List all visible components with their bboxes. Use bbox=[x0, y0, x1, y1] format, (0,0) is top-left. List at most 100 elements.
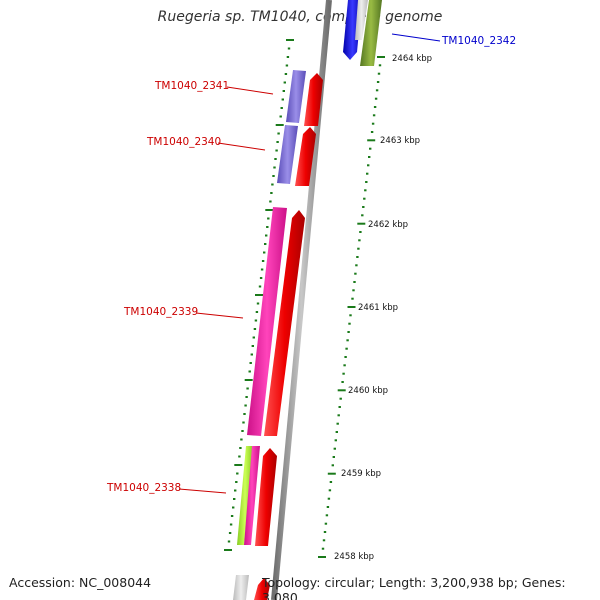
minor-tick bbox=[323, 531, 327, 533]
minor-tick bbox=[238, 455, 241, 458]
minor-tick bbox=[234, 489, 237, 492]
minor-tick bbox=[339, 397, 342, 400]
minor-tick bbox=[279, 115, 282, 118]
minor-tick bbox=[255, 311, 259, 313]
scale-label-2458: 2458 kbp bbox=[334, 552, 374, 562]
label-tm1040-2341[interactable]: TM1040_2341 bbox=[154, 80, 229, 92]
minor-tick bbox=[362, 206, 365, 208]
minor-tick bbox=[244, 404, 247, 407]
minor-tick bbox=[328, 489, 332, 492]
minor-tick bbox=[274, 158, 277, 160]
minor-tick bbox=[250, 353, 253, 356]
minor-tick bbox=[324, 522, 328, 525]
major-tick bbox=[347, 306, 356, 308]
minor-tick bbox=[329, 481, 333, 483]
label-tm1040-2340[interactable]: TM1040_2340 bbox=[146, 136, 221, 148]
minor-tick bbox=[366, 172, 369, 175]
minor-tick bbox=[267, 217, 270, 220]
minor-tick bbox=[281, 98, 284, 101]
minor-tick bbox=[258, 285, 262, 288]
gene-tm1040-2338-lime-block[interactable] bbox=[237, 446, 253, 545]
gene-tm1040-2338-arrow[interactable] bbox=[255, 448, 277, 546]
minor-tick bbox=[264, 243, 267, 245]
minor-tick bbox=[242, 421, 245, 424]
major-tick bbox=[327, 472, 336, 475]
minor-tick bbox=[361, 214, 364, 217]
minor-tick bbox=[280, 107, 283, 109]
minor-tick bbox=[241, 430, 244, 432]
minor-tick bbox=[347, 331, 350, 333]
gene-tm1040-2341-block[interactable] bbox=[286, 70, 306, 123]
minor-tick bbox=[342, 372, 345, 375]
major-tick bbox=[224, 549, 232, 551]
minor-tick bbox=[334, 439, 337, 442]
minor-tick bbox=[365, 181, 368, 183]
minor-tick bbox=[322, 539, 326, 542]
outer-tick-marks bbox=[318, 56, 385, 558]
major-tick bbox=[337, 389, 346, 392]
minor-tick bbox=[375, 89, 379, 92]
minor-tick bbox=[346, 339, 349, 342]
minor-tick bbox=[248, 370, 251, 373]
minor-tick bbox=[343, 364, 346, 367]
minor-tick bbox=[336, 422, 339, 425]
minor-tick bbox=[270, 192, 273, 194]
gene-tm1040-2341-arrow[interactable] bbox=[304, 73, 323, 126]
minor-tick bbox=[338, 406, 341, 408]
minor-tick bbox=[333, 447, 336, 450]
minor-tick bbox=[271, 183, 274, 186]
label-tm1040-2342[interactable]: TM1040_2342 bbox=[441, 35, 516, 47]
gene-tm1040-2339-arrow[interactable] bbox=[264, 210, 305, 436]
minor-tick bbox=[374, 97, 378, 100]
minor-tick bbox=[359, 231, 362, 233]
minor-tick bbox=[266, 226, 269, 228]
gene-tm1040-2340-block[interactable] bbox=[277, 125, 298, 184]
minor-tick bbox=[261, 260, 265, 262]
minor-tick bbox=[236, 472, 239, 475]
minor-tick bbox=[235, 481, 238, 483]
gene-top-olive-block[interactable] bbox=[360, 0, 382, 66]
minor-tick bbox=[282, 90, 285, 92]
minor-tick bbox=[371, 122, 375, 125]
gene-tm1040-2340-arrow[interactable] bbox=[295, 127, 316, 186]
minor-tick bbox=[349, 314, 352, 317]
minor-tick bbox=[354, 272, 357, 275]
minor-tick bbox=[251, 345, 254, 347]
inner-tick-marks bbox=[224, 39, 294, 551]
minor-tick bbox=[357, 247, 360, 250]
minor-tick bbox=[285, 64, 289, 67]
minor-tick bbox=[253, 328, 257, 330]
gene-tm1040-2339-block[interactable] bbox=[247, 207, 287, 436]
label-tm1040-2338[interactable]: TM1040_2338 bbox=[106, 482, 181, 494]
minor-tick bbox=[368, 156, 371, 158]
minor-tick bbox=[337, 414, 340, 417]
minor-tick bbox=[351, 297, 354, 300]
gene-tm1040-2338-pink-block[interactable] bbox=[244, 446, 260, 545]
scale-label-2459: 2459 kbp bbox=[341, 469, 381, 479]
major-tick bbox=[275, 124, 284, 126]
gene-top-gray-block bbox=[355, 0, 368, 40]
major-tick bbox=[318, 556, 326, 558]
scale-label-2464: 2464 kbp bbox=[392, 54, 432, 64]
minor-tick bbox=[273, 166, 276, 169]
tm1040-2338-leader-line bbox=[178, 488, 227, 494]
gene-bottom-arrow bbox=[254, 578, 270, 600]
minor-tick bbox=[353, 281, 356, 283]
minor-tick bbox=[276, 141, 279, 143]
minor-tick bbox=[345, 347, 348, 350]
topology-text: Topology: circular; Length: 3,200,938 bp… bbox=[262, 575, 566, 600]
minor-tick bbox=[378, 64, 382, 67]
tm1040-2339-leader-line bbox=[195, 312, 244, 319]
minor-tick bbox=[239, 447, 242, 449]
minor-tick bbox=[246, 387, 249, 390]
minor-tick bbox=[376, 81, 380, 83]
tm1040-2342-leader-line bbox=[391, 33, 441, 42]
minor-tick bbox=[252, 336, 255, 339]
tm1040-2340-leader-line bbox=[217, 142, 266, 151]
minor-tick bbox=[331, 464, 334, 467]
minor-tick bbox=[256, 302, 260, 305]
minor-tick bbox=[249, 362, 252, 364]
label-tm1040-2339[interactable]: TM1040_2339 bbox=[123, 306, 198, 318]
